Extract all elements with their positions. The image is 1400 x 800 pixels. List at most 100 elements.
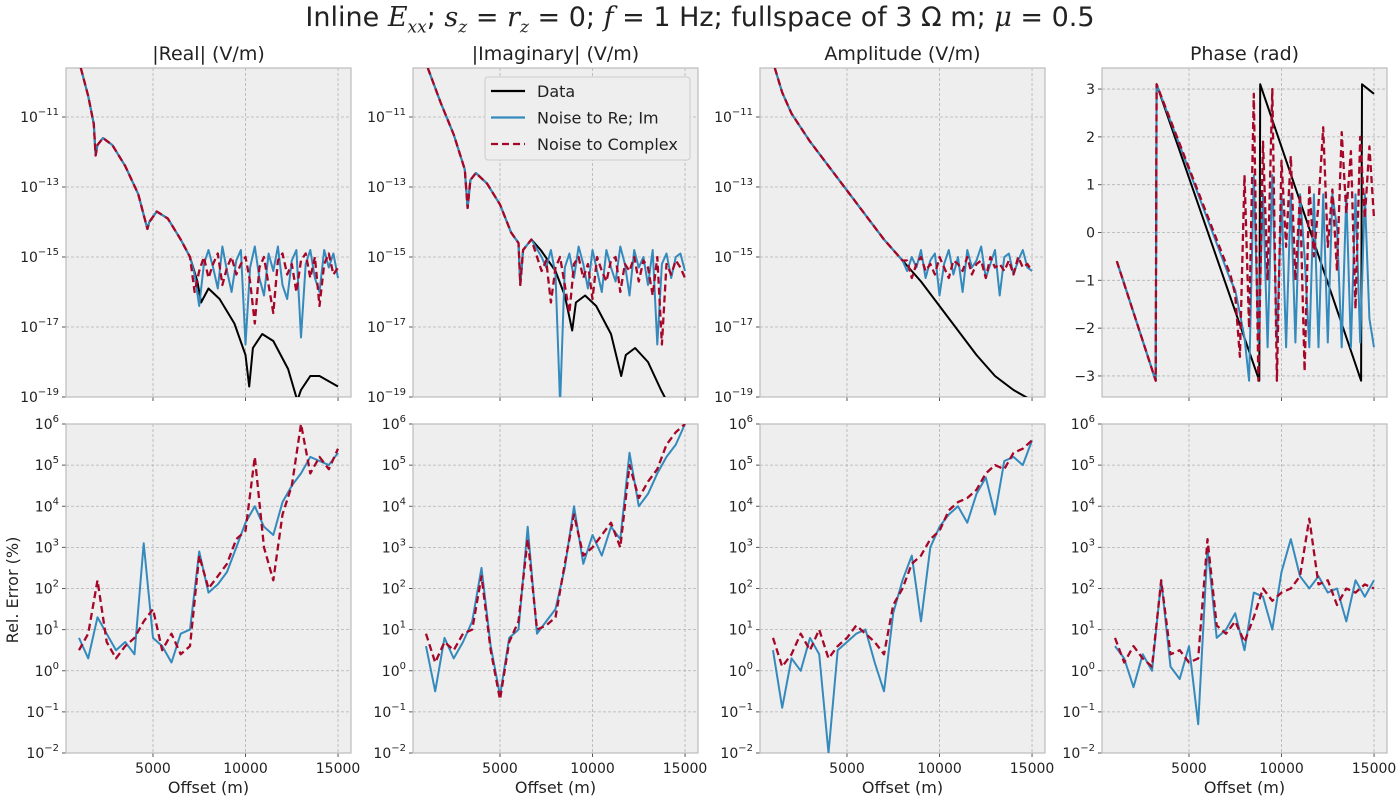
y-tick-label: 1 <box>1086 178 1095 194</box>
y-tick-label: 104 <box>382 496 406 515</box>
y-tick-label: 10−1 <box>720 702 753 721</box>
panel-title: Phase (rad) <box>1190 43 1299 65</box>
title-part: E <box>387 2 408 33</box>
relerr-reim-line <box>772 440 1033 753</box>
y-tick-label: 101 <box>382 620 406 639</box>
axes-bottom-1: 5000 10000 15000 10−2 10−1 100 101 102 103 104 105… <box>373 414 707 797</box>
x-tick-label: 10000 <box>223 761 268 777</box>
y-tick-label: 10−2 <box>1062 743 1095 762</box>
title-part: = 0.5 <box>1011 2 1095 33</box>
axes-frame <box>1101 67 1388 398</box>
series-group <box>426 68 687 397</box>
noise-complex-line <box>79 68 339 325</box>
y-tick-label: 104 <box>1071 496 1095 515</box>
plot-background <box>66 68 351 397</box>
x-axis-label: Offset (m) <box>168 778 249 797</box>
x-axis-label: Offset (m) <box>515 778 596 797</box>
noise-complex-line <box>1115 83 1376 382</box>
y-tick-label: 105 <box>35 455 59 474</box>
title-part: r <box>507 2 520 33</box>
axes-top-3: 3 2 1 0 −1 −2 −3 Phase (rad) <box>1074 43 1388 401</box>
y-tick-label: 106 <box>729 414 753 433</box>
axes-top-2: 10−11 10−13 10−15 10−17 10−19 Amplitude (V/m) <box>714 43 1046 406</box>
y-tick-label: 101 <box>35 620 59 639</box>
axes-frame <box>412 67 699 398</box>
series-group <box>77 424 340 664</box>
y-tick-label: 102 <box>35 579 59 598</box>
axes-bottom-3: 5000 10000 15000 10−2 10−1 100 101 102 103 104 105… <box>1062 414 1396 797</box>
series-group <box>771 439 1033 753</box>
noise-complex-line <box>426 68 687 346</box>
legend-label: Noise to Re; Im <box>537 109 659 128</box>
y-tick-label: 10−17 <box>20 317 59 336</box>
legend-label: Noise to Complex <box>537 135 678 154</box>
axes-frame <box>759 423 1046 754</box>
series-group <box>1113 517 1375 726</box>
y-tick-label: 10−2 <box>26 743 59 762</box>
series-group <box>773 68 1033 397</box>
title-part: xx <box>407 17 427 38</box>
axes-frame <box>1101 423 1388 754</box>
y-tick-label: 2 <box>1086 130 1095 146</box>
y-tick-label: 103 <box>729 537 753 556</box>
x-axis-label: Offset (m) <box>862 778 943 797</box>
axes-bottom-2: 5000 10000 15000 10−2 10−1 100 101 102 103 104 105… <box>720 414 1054 797</box>
title-part: = 0; <box>528 2 604 33</box>
y-tick-label: 101 <box>1071 620 1095 639</box>
y-tick-label: 10−2 <box>720 743 753 762</box>
y-tick-label: 102 <box>1071 579 1095 598</box>
legend-frame <box>484 76 691 161</box>
relerr-reim-line <box>78 452 339 664</box>
y-tick-label: 10−19 <box>20 387 59 406</box>
y-tick-label: 100 <box>382 661 406 680</box>
y-tick-label: 102 <box>382 579 406 598</box>
axes-bottom-0: 5000 10000 15000 10−2 10−1 100 101 102 103 104 105… <box>26 414 360 797</box>
y-tick-label: 10−17 <box>367 317 406 336</box>
title-part: = 1 Hz; fullspace of 3 Ω m; <box>613 2 995 33</box>
series-group <box>79 68 339 397</box>
x-tick-label: 5000 <box>482 761 518 777</box>
y-tick-label: 10−13 <box>714 177 753 196</box>
noise-reim-line <box>1115 83 1375 382</box>
y-tick-label: 10−2 <box>373 743 406 762</box>
axes-frame <box>65 67 352 398</box>
y-tick-label: 106 <box>35 414 59 433</box>
y-tick-label: 10−13 <box>20 177 59 196</box>
y-tick-label: 10−13 <box>367 177 406 196</box>
title-part: = <box>467 2 508 33</box>
y-tick-label: 10−11 <box>20 107 59 126</box>
x-tick-label: 10000 <box>917 761 962 777</box>
title-part: s <box>444 2 459 33</box>
y-tick-label: 10−17 <box>714 317 753 336</box>
y-tick-label: 10−1 <box>26 702 59 721</box>
title-part: μ <box>994 2 1012 33</box>
axes-frame <box>412 423 699 754</box>
y-tick-label: −3 <box>1074 369 1095 385</box>
x-tick-label: 15000 <box>663 761 708 777</box>
legend-label: Data <box>537 82 575 101</box>
y-tick-label: 105 <box>1071 455 1095 474</box>
y-tick-label: 10−19 <box>367 387 406 406</box>
x-tick-label: 10000 <box>570 761 615 777</box>
y-tick-label: 105 <box>382 455 406 474</box>
y-tick-label: 3 <box>1086 82 1095 98</box>
y-tick-label: 100 <box>35 661 59 680</box>
x-tick-label: 15000 <box>1352 761 1397 777</box>
y-tick-label: 103 <box>35 537 59 556</box>
y-tick-label: 104 <box>35 496 59 515</box>
series-group <box>1115 83 1376 382</box>
y-tick-label: 0 <box>1086 226 1095 242</box>
y-tick-label: −2 <box>1074 321 1095 337</box>
relerr-complex-line <box>424 424 686 701</box>
y-tick-label: 105 <box>729 455 753 474</box>
y-tick-label: 104 <box>729 496 753 515</box>
y-tick-label: 101 <box>729 620 753 639</box>
x-tick-label: 5000 <box>1171 761 1207 777</box>
y-tick-label: 102 <box>729 579 753 598</box>
y-tick-label: 10−11 <box>367 107 406 126</box>
y-tick-label: 10−1 <box>1062 702 1095 721</box>
axes-frame <box>65 423 352 754</box>
y-tick-label: 103 <box>382 537 406 556</box>
y-tick-label: 100 <box>729 661 753 680</box>
